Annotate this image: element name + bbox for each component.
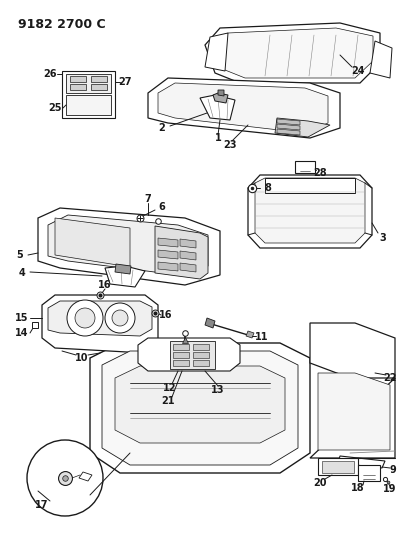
Text: 18: 18	[351, 483, 365, 493]
Polygon shape	[358, 465, 380, 481]
Polygon shape	[246, 331, 254, 338]
Polygon shape	[170, 341, 215, 369]
Polygon shape	[193, 352, 209, 358]
Text: 9: 9	[390, 465, 396, 475]
Text: 8: 8	[265, 183, 271, 193]
Polygon shape	[277, 129, 300, 135]
Circle shape	[112, 310, 128, 326]
Polygon shape	[70, 84, 86, 90]
Text: 24: 24	[351, 66, 365, 76]
Text: 2: 2	[159, 123, 165, 133]
Polygon shape	[102, 351, 298, 465]
Polygon shape	[91, 84, 107, 90]
Polygon shape	[180, 251, 196, 260]
Polygon shape	[91, 76, 107, 82]
Text: 20: 20	[313, 478, 327, 488]
Text: 16: 16	[159, 310, 173, 320]
Text: 12: 12	[163, 383, 177, 393]
Polygon shape	[248, 175, 372, 248]
Text: 26: 26	[43, 69, 57, 79]
Polygon shape	[213, 93, 228, 103]
Text: 4: 4	[18, 268, 25, 278]
Polygon shape	[205, 33, 228, 71]
Polygon shape	[48, 301, 152, 336]
Polygon shape	[115, 264, 131, 274]
Polygon shape	[173, 344, 189, 350]
Polygon shape	[295, 161, 315, 173]
Text: 21: 21	[161, 396, 175, 406]
Polygon shape	[38, 208, 220, 285]
Polygon shape	[70, 76, 86, 82]
Polygon shape	[90, 343, 310, 473]
Polygon shape	[193, 344, 209, 350]
Text: 7: 7	[145, 194, 151, 204]
Text: 16: 16	[98, 280, 112, 290]
Text: 15: 15	[15, 313, 29, 323]
Polygon shape	[42, 295, 158, 353]
Polygon shape	[180, 263, 196, 272]
Polygon shape	[218, 90, 224, 96]
Circle shape	[67, 300, 103, 336]
Polygon shape	[180, 239, 196, 248]
Polygon shape	[275, 118, 330, 137]
Text: 25: 25	[48, 103, 62, 113]
Polygon shape	[48, 215, 208, 275]
Text: 5: 5	[16, 250, 23, 260]
Polygon shape	[338, 456, 385, 468]
Text: 1: 1	[215, 133, 222, 143]
Polygon shape	[370, 41, 392, 78]
Circle shape	[105, 303, 135, 333]
Text: 23: 23	[223, 140, 237, 150]
Text: 13: 13	[211, 385, 225, 395]
Text: 6: 6	[159, 202, 165, 212]
Polygon shape	[277, 119, 300, 125]
Polygon shape	[138, 338, 240, 371]
Polygon shape	[148, 78, 340, 138]
Text: 9182 2700 C: 9182 2700 C	[18, 18, 106, 31]
Text: 27: 27	[118, 77, 132, 87]
Polygon shape	[310, 323, 395, 458]
Polygon shape	[205, 318, 215, 328]
Polygon shape	[265, 178, 355, 193]
Polygon shape	[173, 360, 189, 366]
Polygon shape	[205, 23, 380, 83]
Text: 11: 11	[255, 332, 269, 342]
Text: 17: 17	[35, 500, 49, 510]
Polygon shape	[158, 238, 178, 247]
Text: 22: 22	[383, 373, 397, 383]
Polygon shape	[155, 226, 208, 279]
Text: 19: 19	[383, 484, 397, 494]
Polygon shape	[322, 461, 354, 473]
Polygon shape	[200, 95, 235, 120]
Polygon shape	[105, 266, 145, 287]
Polygon shape	[318, 458, 358, 475]
Polygon shape	[173, 352, 189, 358]
Polygon shape	[193, 360, 209, 366]
Polygon shape	[66, 95, 111, 115]
Circle shape	[27, 440, 103, 516]
Text: 3: 3	[380, 233, 386, 243]
Polygon shape	[277, 124, 300, 130]
Polygon shape	[62, 71, 115, 118]
Polygon shape	[158, 250, 178, 259]
Polygon shape	[255, 178, 365, 243]
Polygon shape	[79, 472, 92, 481]
Polygon shape	[318, 373, 390, 450]
Circle shape	[75, 308, 95, 328]
Polygon shape	[55, 218, 130, 267]
Polygon shape	[115, 366, 285, 443]
Text: 14: 14	[15, 328, 29, 338]
Text: 28: 28	[313, 168, 327, 178]
Polygon shape	[66, 74, 111, 93]
Text: 10: 10	[75, 353, 89, 363]
Polygon shape	[215, 28, 373, 78]
Polygon shape	[158, 83, 328, 133]
Polygon shape	[158, 262, 178, 271]
